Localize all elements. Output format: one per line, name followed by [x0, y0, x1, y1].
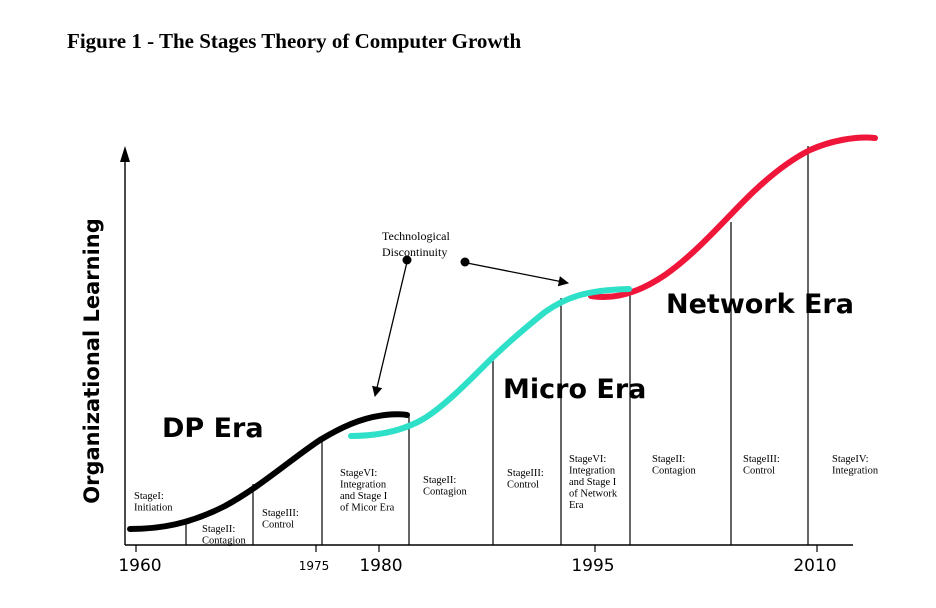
stage-dividers: [185, 146, 809, 545]
stage-label-line: StageII:: [202, 524, 235, 535]
stage-label-line: Control: [743, 466, 775, 477]
stage-label-line: Control: [262, 520, 294, 531]
stage-label-line: Contagion: [652, 466, 696, 477]
x-ticks: 1960 1975 1980 1995 2010: [118, 545, 837, 576]
technological-discontinuity-annotation: Technological Discontinuity: [372, 229, 570, 398]
dp-era-label: DP Era: [162, 413, 264, 444]
tick-label-1995: 1995: [571, 556, 614, 576]
stage-label-line: Integration: [340, 480, 387, 491]
annotation-arrow-to-network-era: [466, 262, 570, 287]
y-axis-arrow-icon: [120, 146, 130, 162]
stage-label: StageIV: Integration: [832, 454, 879, 477]
tick-label-1960: 1960: [118, 556, 161, 576]
figure-title: Figure 1 - The Stages Theory of Computer…: [67, 29, 522, 53]
stage-label-line: StageIII:: [743, 454, 780, 465]
stage-label-line: Control: [507, 480, 539, 491]
stage-label: StageIII: Control: [507, 468, 544, 491]
stage-label-line: Integration: [569, 466, 616, 477]
stage-label-line: StageIII:: [507, 468, 544, 479]
network-era-curve: [588, 134, 878, 300]
y-axis-label: Organizational Learning: [80, 218, 104, 504]
stage-label-line: and Stage I: [569, 477, 617, 488]
stage-label-line: Era: [569, 500, 584, 511]
tick-label-1980: 1980: [359, 556, 402, 576]
tick-label-1975: 1975: [299, 559, 330, 573]
annotation-dot-right: [460, 257, 470, 267]
annotation-arrow-to-micro-era: [372, 261, 408, 398]
stage-label-line: StageII:: [423, 475, 456, 486]
stage-label: StageII: Contagion: [202, 524, 246, 547]
stage-label-line: and Stage I: [340, 491, 388, 502]
stage-label-line: of Network: [569, 489, 618, 500]
stage-label-line: Contagion: [423, 487, 467, 498]
stage-label-line: StageII:: [652, 454, 685, 465]
stage-label-line: Contagion: [202, 536, 246, 547]
tick-label-2010: 2010: [793, 556, 836, 576]
micro-era-label: Micro Era: [503, 374, 646, 405]
stage-label-line: of Micor Era: [340, 503, 395, 514]
stage-label-line: StageIV:: [832, 454, 869, 465]
stage-label: StageII: Contagion: [652, 454, 696, 477]
stage-label-line: Integration: [832, 466, 879, 477]
micro-era-curve: [348, 286, 632, 439]
stage-label: StageIII: Control: [743, 454, 780, 477]
stage-label: StageII: Contagion: [423, 475, 467, 498]
stage-label-line: StageVI:: [569, 454, 606, 465]
stage-label-line: StageVI:: [340, 468, 377, 479]
stage-label-line: StageIII:: [262, 508, 299, 519]
stage-label: StageI: Initiation: [134, 491, 173, 514]
annotation-dot-left: [402, 255, 412, 265]
annotation-line-1: Technological: [382, 229, 450, 243]
stage-label-line: Initiation: [134, 503, 173, 514]
network-era-label: Network Era: [666, 289, 854, 320]
dp-era-curve: [127, 411, 410, 532]
annotation-line-2: Discontinuity: [382, 245, 447, 259]
stage-label: StageIII: Control: [262, 508, 299, 531]
stage-label-line: StageI:: [134, 491, 164, 502]
